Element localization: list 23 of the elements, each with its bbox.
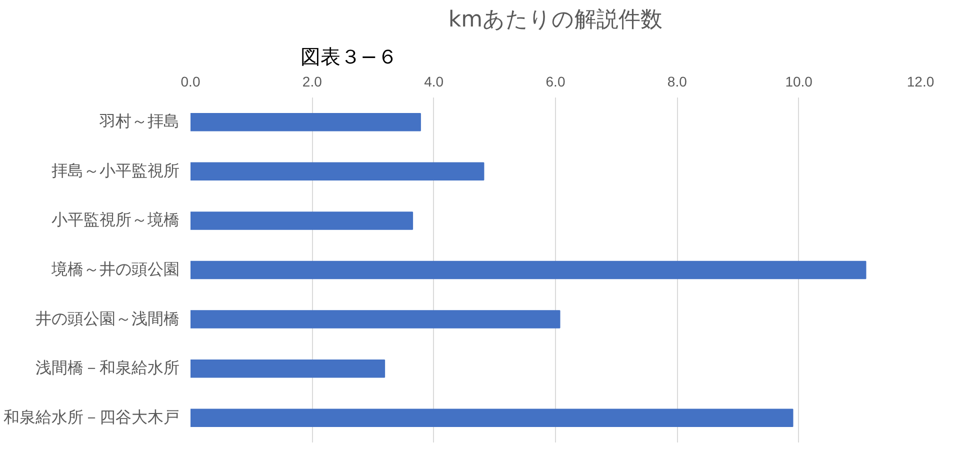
- x-tick-label: 4.0: [424, 74, 444, 90]
- x-tick-label: 12.0: [906, 74, 934, 90]
- y-tick-label: 和泉給水所－四谷大木戸: [4, 408, 180, 426]
- bar: [190, 408, 794, 427]
- bar: [190, 113, 421, 132]
- x-tick-label: 6.0: [546, 74, 566, 90]
- bar: [190, 162, 484, 181]
- y-tick-label: 境橋～井の頭公園: [50, 260, 180, 278]
- text: 図表３−６: [300, 44, 398, 68]
- bar: [190, 359, 386, 378]
- bar: [190, 212, 414, 230]
- y-tick-label: 浅間橋－和泉給水所: [36, 359, 180, 378]
- x-tick-label: 10.0: [785, 74, 813, 90]
- y-tick-label: 小平監視所～境橋: [52, 211, 180, 230]
- y-tick-label: 拝島～小平監視所: [52, 162, 180, 180]
- x-tick-label: 8.0: [667, 74, 688, 90]
- x-tick-label: 0.0: [180, 74, 200, 90]
- chart-title: kmあたりの解説件数: [448, 8, 663, 32]
- y-tick-label: 井の頭公園～浅間橋: [36, 310, 180, 328]
- x-tick-label: 2.0: [302, 74, 322, 90]
- bar: [190, 260, 866, 280]
- y-tick-label: 羽村～拝島: [98, 112, 180, 131]
- bar: [190, 310, 560, 328]
